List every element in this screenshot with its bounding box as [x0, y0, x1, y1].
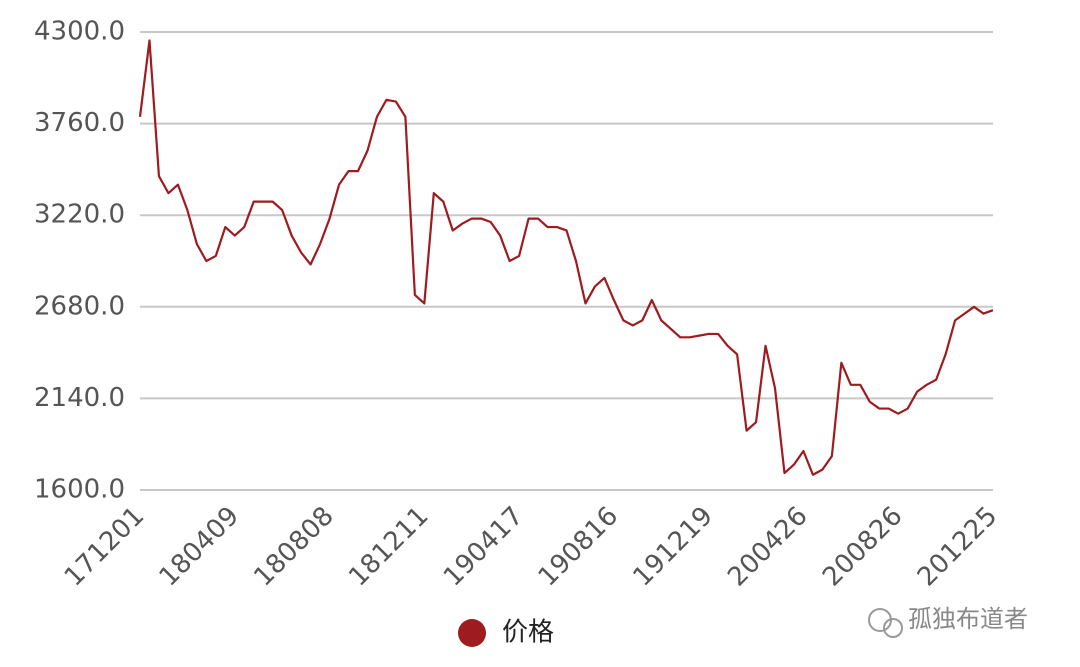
legend-marker: [458, 619, 486, 647]
x-tick-label: 171201: [59, 501, 150, 592]
x-tick-label: 200426: [722, 501, 813, 592]
x-tick-label: 200826: [817, 501, 908, 592]
y-tick-label: 1600.0: [34, 475, 125, 505]
x-tick-label: 181211: [343, 501, 434, 592]
watermark-text: 孤独布道者: [908, 605, 1028, 633]
y-tick-label: 2140.0: [34, 383, 125, 413]
y-tick-label: 3220.0: [34, 200, 125, 230]
legend-label: 价格: [502, 618, 554, 648]
watermark: 孤独布道者: [868, 605, 1028, 638]
watermark-icon: [883, 618, 903, 638]
y-tick-label: 4300.0: [34, 17, 125, 47]
x-tick-label: 180808: [248, 501, 339, 592]
x-tick-label: 180409: [154, 501, 245, 592]
x-tick-label: 191219: [628, 501, 719, 592]
y-tick-label: 3760.0: [34, 108, 125, 138]
x-tick-label: 190417: [438, 501, 529, 592]
x-tick-label: 201225: [912, 501, 1003, 592]
y-tick-label: 2680.0: [34, 291, 125, 321]
line: [138, 39, 994, 476]
x-tick-label: 190816: [533, 501, 624, 592]
